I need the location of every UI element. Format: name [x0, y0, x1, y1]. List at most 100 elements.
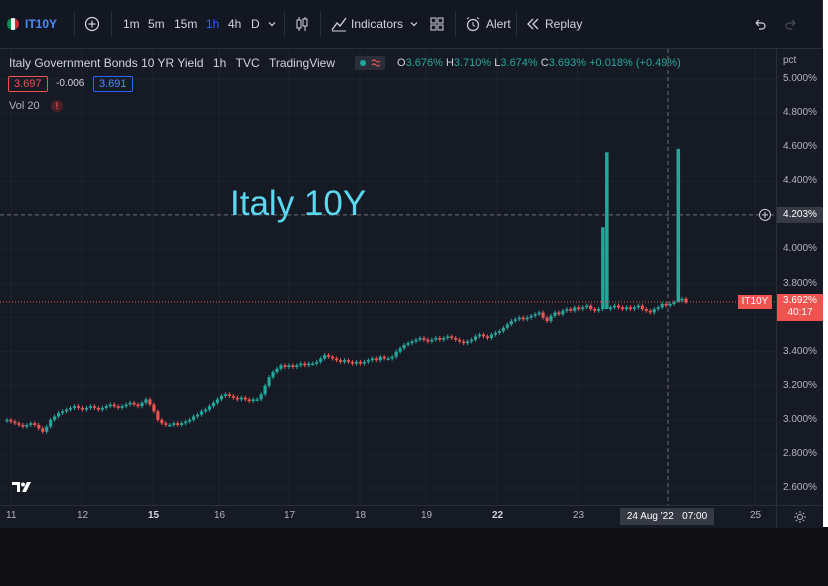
candle-body	[255, 399, 259, 401]
toolbar-divider	[111, 12, 112, 36]
crosshair-add-button[interactable]	[759, 208, 771, 221]
candle-body	[505, 324, 509, 328]
candle-body	[84, 407, 89, 410]
tradingview-logo[interactable]	[12, 480, 32, 494]
crosshair-time-label: 24 Aug '22 07:00	[620, 508, 714, 525]
candle-body	[164, 423, 168, 425]
candle-body	[374, 358, 378, 361]
toolbar-divider	[516, 12, 517, 36]
candle-body	[25, 424, 29, 427]
candle-body	[124, 404, 128, 407]
toolbar-divider	[320, 12, 321, 36]
chart-type-button[interactable]	[294, 14, 310, 34]
candle-body	[13, 421, 17, 424]
indicators-label: Indicators	[351, 17, 404, 31]
candle-body	[271, 372, 275, 378]
candle-body	[466, 341, 470, 344]
high-label: H	[445, 57, 454, 69]
candle-body	[21, 424, 25, 427]
toolbar-divider	[455, 12, 456, 36]
candle-body	[545, 317, 549, 321]
plus-circle-icon	[84, 16, 100, 32]
candle-body	[640, 305, 644, 310]
price-axis[interactable]: pct 5.000%4.800%4.600%4.400%4.200%4.000%…	[776, 49, 823, 505]
candle-spike	[601, 227, 605, 310]
interval-label: 5m	[148, 17, 165, 31]
interval-d-button[interactable]: D	[251, 14, 260, 34]
candle-body	[354, 361, 359, 364]
crosshair-price-label: 4.203%	[777, 207, 823, 223]
plus-glyph	[762, 211, 768, 218]
candle-body	[291, 365, 295, 368]
interval-1h-button[interactable]: 1h	[206, 14, 219, 34]
interval-1m-button[interactable]: 1m	[123, 14, 140, 34]
candle-body	[624, 307, 629, 310]
warning-icon[interactable]: !	[51, 100, 63, 112]
candle-body	[569, 309, 573, 311]
candle-body	[227, 394, 231, 396]
candle-body	[80, 407, 85, 410]
legend-title: Italy Government Bonds 10 YR Yield	[9, 56, 204, 70]
low-label: L	[494, 57, 501, 69]
layout-button[interactable]	[429, 14, 445, 34]
replay-label: Replay	[545, 17, 583, 31]
candle-body	[338, 360, 343, 362]
time-axis[interactable]: 11 12 15 16 17 18 19 22 23 25 24 Aug '22 07:00	[0, 505, 776, 528]
interval-dropdown-button[interactable]	[267, 14, 277, 34]
candle-body	[350, 361, 355, 364]
candle-body	[168, 424, 172, 427]
candle-body	[620, 307, 625, 310]
candle-body	[577, 307, 581, 310]
candle-body	[172, 423, 176, 425]
candle-body	[378, 356, 382, 361]
chart-settings-corner[interactable]	[776, 505, 823, 528]
candle-body	[327, 355, 331, 357]
templates-dropdown-button[interactable]	[409, 14, 419, 34]
candle-body	[64, 409, 69, 412]
tradingview-logo-icon	[12, 482, 31, 492]
alert-button[interactable]: Alert	[465, 14, 511, 34]
compare-symbol-button[interactable]	[84, 14, 100, 34]
candle-body	[259, 394, 263, 400]
buy-price-button[interactable]: 3.691	[93, 76, 133, 92]
interval-15m-button[interactable]: 15m	[174, 14, 197, 34]
candle-body	[199, 411, 204, 415]
candle-body	[184, 421, 188, 424]
candle-body	[422, 338, 426, 340]
symbol-legend[interactable]: Italy Government Bonds 10 YR Yield 1h TV…	[9, 56, 335, 70]
candle-body	[446, 336, 450, 339]
candle-body	[410, 341, 414, 344]
price-tick-label: 2.600%	[783, 482, 817, 493]
price-tick-label: 2.800%	[783, 447, 817, 459]
price-tick-label: 5.000%	[783, 73, 817, 84]
indicators-button[interactable]: Indicators	[331, 14, 403, 34]
candle-body	[203, 409, 208, 412]
candle-body	[334, 358, 339, 361]
time-tick-label: 22	[492, 510, 504, 521]
interval-4h-button[interactable]: 4h	[228, 14, 241, 34]
candle-body	[60, 411, 65, 414]
candle-body	[438, 338, 442, 340]
time-tick-label: 23	[573, 510, 585, 521]
open-value: 3.676%	[405, 57, 443, 69]
volume-legend[interactable]: Vol 20	[9, 100, 40, 112]
undo-button[interactable]	[753, 14, 767, 34]
candle-body	[295, 365, 299, 368]
bar-countdown: 40:17	[787, 307, 813, 318]
candle-body	[462, 341, 466, 344]
chart-pane[interactable]: Italy Government Bonds 10 YR Yield 1h TV…	[0, 49, 776, 505]
candle-spike	[605, 152, 609, 310]
interval-5m-button[interactable]: 5m	[148, 14, 165, 34]
candles-group	[5, 148, 688, 434]
candle-body	[251, 399, 255, 402]
market-status-indicator[interactable]	[355, 56, 385, 73]
sell-price-button[interactable]: 3.697	[8, 76, 48, 92]
price-chart[interactable]	[0, 49, 776, 505]
replay-button[interactable]: Replay	[526, 14, 582, 34]
chart-annotation-text[interactable]: Italy 10Y	[230, 184, 367, 223]
symbol-search-button[interactable]: IT10Y	[7, 14, 57, 34]
time-tick-label: 17	[284, 510, 296, 521]
candle-body	[501, 327, 505, 332]
candle-body	[525, 317, 529, 320]
redo-button[interactable]	[784, 14, 798, 34]
